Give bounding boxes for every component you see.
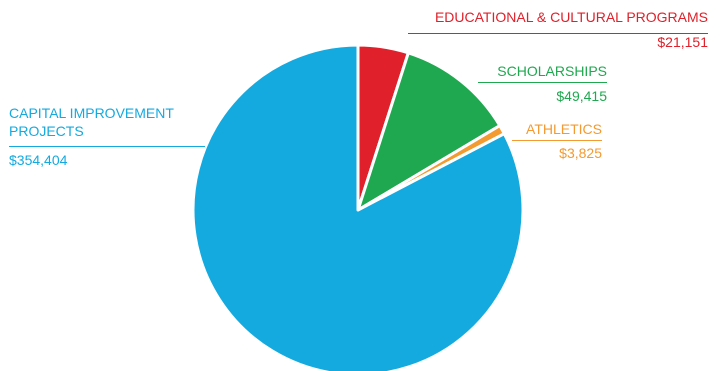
value-capital: $354,404 [9, 152, 67, 169]
label-capital-line2: PROJECTS [9, 123, 84, 140]
value-athletics: $3,825 [512, 145, 602, 162]
label-capital-line2-text: PROJECTS [9, 123, 84, 139]
value-capital-text: $354,404 [9, 152, 68, 168]
value-educational-text: $21,151 [657, 34, 708, 50]
slice-capital [191, 43, 525, 371]
rule-scholarships [478, 82, 607, 83]
value-scholarships-text: $49,415 [556, 88, 607, 104]
value-scholarships: $49,415 [478, 88, 607, 105]
label-educational: EDUCATIONAL & CULTURAL PROGRAMS [408, 9, 708, 26]
label-educational-text: EDUCATIONAL & CULTURAL PROGRAMS [434, 9, 708, 25]
value-athletics-text: $3,825 [559, 145, 602, 161]
rule-capital [9, 146, 205, 147]
value-educational: $21,151 [408, 34, 708, 51]
rule-athletics [512, 140, 602, 141]
rule-educational [408, 33, 708, 34]
label-athletics-text: ATHLETICS [526, 121, 602, 137]
label-athletics: ATHLETICS [512, 121, 602, 138]
label-scholarships-text: SCHOLARSHIPS [497, 63, 607, 79]
label-scholarships: SCHOLARSHIPS [478, 63, 607, 80]
label-capital-line1: CAPITAL IMPROVEMENT [9, 105, 174, 122]
label-capital-line1-text: CAPITAL IMPROVEMENT [9, 105, 174, 121]
slice-scholarships [356, 51, 502, 212]
